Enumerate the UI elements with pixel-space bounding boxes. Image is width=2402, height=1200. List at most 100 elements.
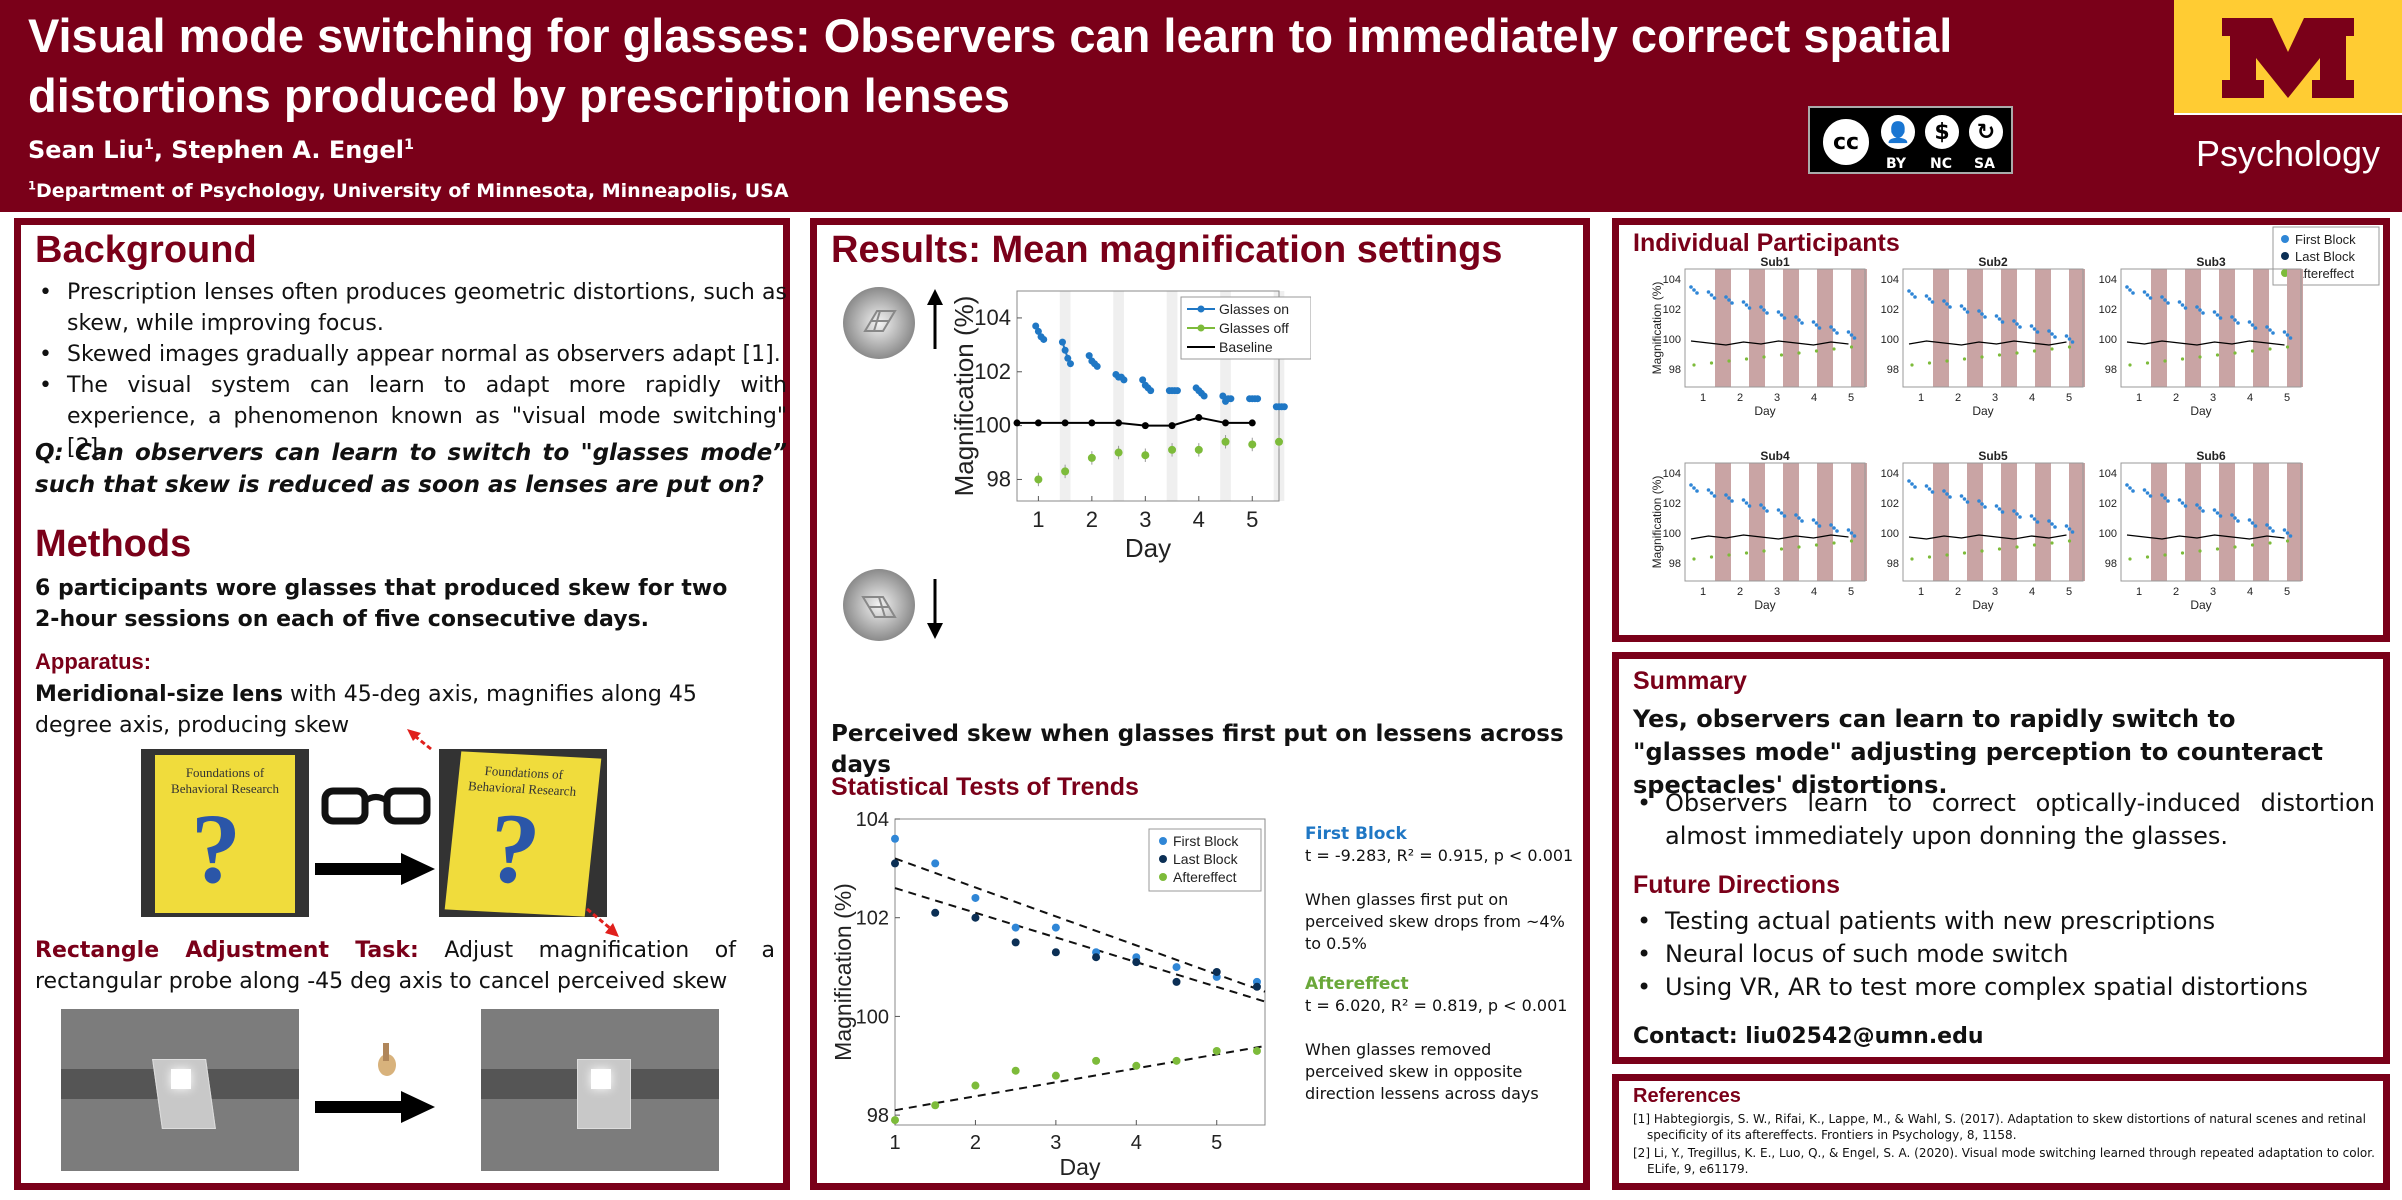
trend-point-first-block <box>1051 923 1060 932</box>
y-tick-label: 104 <box>2099 468 2117 480</box>
glasses-on-point <box>1994 314 1999 318</box>
glasses-on-point <box>1835 331 1839 335</box>
glasses-on-point <box>1724 295 1728 299</box>
glasses-on-point <box>1980 502 1984 506</box>
glasses-off-shading <box>1166 291 1178 501</box>
author-1: Sean Liu <box>28 136 144 164</box>
x-axis-label: Day <box>1060 1154 1101 1180</box>
glasses-on-point <box>2070 340 2075 344</box>
x-tick-label: 3 <box>2210 586 2216 598</box>
x-axis-label: Day <box>1972 404 1993 418</box>
references-panel: References [1] Habtegiorgis, S. W., Rifa… <box>1612 1074 2390 1190</box>
glasses-on-point <box>1832 328 1836 332</box>
glasses-on-band <box>2287 269 2303 387</box>
trend-point-aftereffect <box>1092 1056 1101 1065</box>
results-panel: Results: Mean magnification settings 98 1… <box>810 218 1590 1190</box>
glasses-on-point <box>1765 311 1769 315</box>
glasses-on-point <box>1962 307 1967 311</box>
aftereffect-point <box>1727 553 1731 557</box>
glasses-on-point <box>2230 513 2234 517</box>
background-heading: Background <box>35 229 257 271</box>
trend-point-last-block <box>891 859 899 868</box>
aftereffect-point <box>1779 547 1784 551</box>
trend-point-last-block <box>1212 968 1221 976</box>
baseline-line <box>2126 534 2285 540</box>
glasses-on-point <box>1730 499 1734 503</box>
aftereffect-point <box>2268 347 2272 351</box>
first-block-desc: When glasses first put on perceived skew… <box>1305 890 1565 953</box>
baseline-point <box>1141 422 1149 430</box>
trend-point-last-block <box>1092 953 1101 962</box>
hand-knob-icon <box>378 1043 396 1076</box>
trend-point-first-block <box>891 834 899 843</box>
cc-sa-label: SA <box>1974 156 1995 172</box>
aftereffect-point <box>2067 345 2072 349</box>
results-caption: Perceived skew when glasses first put on… <box>831 721 1564 778</box>
y-tick-label: 104 <box>974 305 1011 330</box>
aftereffect-point <box>1962 357 1967 361</box>
aftereffect-point <box>1692 557 1696 561</box>
glasses-on-point <box>2012 319 2016 323</box>
glasses-on-point <box>2212 508 2217 512</box>
x-tick-label: 4 <box>1811 392 1817 404</box>
glasses-icon <box>321 787 431 825</box>
glasses-on-point <box>2288 534 2293 538</box>
trend-point-last-block <box>931 908 940 917</box>
y-tick-label: 100 <box>1881 334 1899 346</box>
task-text: Adjust magnification of a rectangular pr… <box>35 938 775 994</box>
subject-title: Sub1 <box>1760 255 1790 269</box>
glasses-on-point <box>1927 487 1932 491</box>
trend-point-aftereffect <box>1132 1061 1141 1070</box>
glasses-off-point <box>1087 453 1096 462</box>
glasses-on-point <box>1959 304 1964 308</box>
x-tick-label: 1 <box>2136 392 2142 404</box>
reference-1: [1] Habtegiorgis, S. W., Rifai, K., Lapp… <box>1633 1112 2366 1142</box>
aftereffect-point <box>2285 345 2290 349</box>
affil-mark: 1 <box>28 178 36 193</box>
glasses-on-point <box>2064 524 2069 528</box>
y-tick-label: 98 <box>987 466 1011 491</box>
x-tick-label: 1 <box>889 1132 900 1154</box>
glasses-on-point <box>1085 352 1093 360</box>
y-tick-label: 104 <box>1663 274 1681 286</box>
glasses-on-point <box>2265 523 2269 527</box>
references-heading: References <box>1633 1085 1741 1107</box>
legend-marker <box>1197 305 1205 313</box>
glasses-on-point <box>1200 392 1208 400</box>
aftereffect-point <box>1709 555 1714 559</box>
glasses-on-point <box>1959 494 1964 498</box>
trend-point-aftereffect <box>971 1081 980 1090</box>
glasses-on-point <box>1034 327 1042 335</box>
glasses-on-point <box>1741 300 1746 304</box>
glasses-on-point <box>2053 525 2057 529</box>
glasses-on-point <box>2183 504 2188 508</box>
attribution-icon: 👤 <box>1878 112 1918 152</box>
legend-label: Baseline <box>1219 339 1273 355</box>
aftereffect-point <box>2145 555 2150 559</box>
glasses-on-band <box>1715 269 1731 387</box>
x-tick-label: 1 <box>1032 507 1044 532</box>
x-tick-label: 5 <box>2284 392 2290 404</box>
glasses-on-point <box>1794 315 1798 319</box>
glasses-on-point <box>2160 295 2164 299</box>
glasses-on-band <box>1967 463 1983 581</box>
results-heading: Results: Mean magnification settings <box>831 229 1503 271</box>
x-tick-label: 5 <box>1246 507 1258 532</box>
glasses-on-point <box>2285 531 2290 535</box>
glasses-on-band <box>2185 269 2201 387</box>
baseline-line <box>1690 340 1849 346</box>
first-block-label: First Block <box>1305 824 1407 844</box>
glasses-on-point <box>1779 313 1784 317</box>
subject-panel-sub5: Sub5 104 102 100 98 1 2 3 4 5 Day <box>1881 449 2085 612</box>
glasses-on-point <box>2047 519 2051 523</box>
aftereffect-point <box>2032 543 2037 547</box>
glasses-on-point <box>2050 522 2054 526</box>
aftereffect-point <box>1849 345 1854 349</box>
glasses-on-point <box>1794 513 1798 517</box>
plot-frame <box>1016 290 1280 502</box>
glasses-on-point <box>1907 479 1911 483</box>
aftereffect-point <box>2015 351 2019 355</box>
aftereffect-point <box>2067 539 2072 543</box>
glasses-on-band <box>2001 463 2017 581</box>
y-tick-label: 100 <box>856 1006 889 1028</box>
